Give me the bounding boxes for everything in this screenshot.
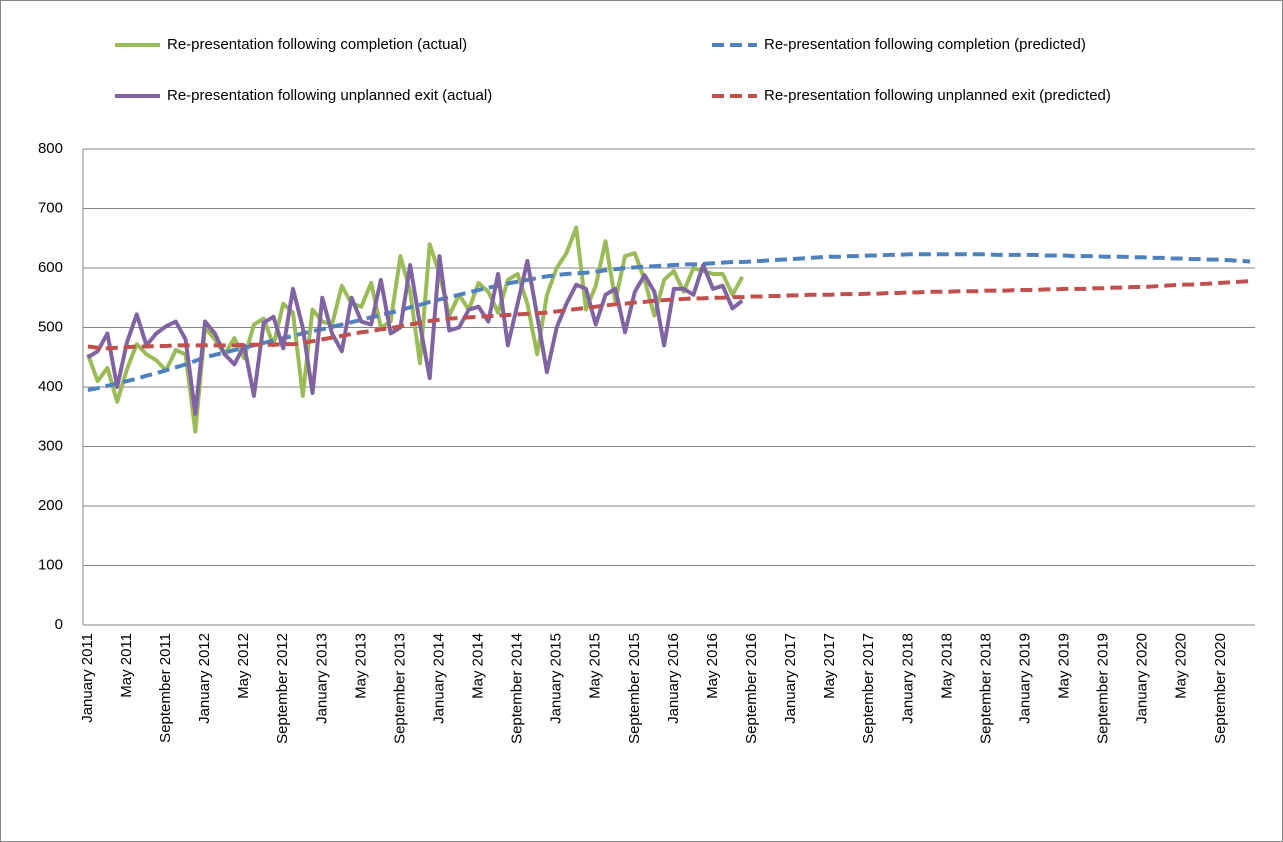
x-tick-label: January 2011 xyxy=(79,633,96,723)
x-tick-label: January 2016 xyxy=(665,633,682,724)
x-tick-label: January 2020 xyxy=(1134,633,1151,724)
y-tick-label: 0 xyxy=(55,616,63,633)
y-tick-label: 400 xyxy=(38,378,63,395)
legend-label: Re-presentation following completion (ac… xyxy=(167,36,467,53)
x-tick-label: May 2015 xyxy=(587,633,604,699)
x-tick-label: September 2013 xyxy=(391,633,408,744)
y-tick-label: 600 xyxy=(38,259,63,276)
x-tick-label: January 2014 xyxy=(430,633,447,724)
y-tick-label: 300 xyxy=(38,437,63,454)
x-tick-label: May 2013 xyxy=(352,633,369,699)
x-tick-label: May 2012 xyxy=(235,633,252,699)
x-tick-label: May 2018 xyxy=(938,633,955,699)
x-tick-label: January 2012 xyxy=(196,633,213,724)
x-tick-label: September 2011 xyxy=(157,633,174,743)
x-tick-label: September 2019 xyxy=(1095,633,1112,744)
legend-label: Re-presentation following completion (pr… xyxy=(764,36,1086,53)
legend-label: Re-presentation following unplanned exit… xyxy=(764,87,1111,104)
y-tick-label: 100 xyxy=(38,556,63,573)
x-tick-label: January 2013 xyxy=(313,633,330,724)
x-tick-label: January 2017 xyxy=(782,633,799,724)
y-tick-label: 500 xyxy=(38,318,63,335)
x-tick-label: May 2011 xyxy=(118,633,135,698)
series-line xyxy=(87,279,1251,351)
x-tick-label: January 2018 xyxy=(899,633,916,724)
legend-label: Re-presentation following unplanned exit… xyxy=(167,87,492,104)
y-tick-label: 800 xyxy=(38,140,63,157)
x-tick-label: May 2019 xyxy=(1056,633,1073,699)
x-tick-label: May 2014 xyxy=(470,633,487,699)
x-tick-label: September 2017 xyxy=(860,633,877,744)
x-tick-label: May 2017 xyxy=(821,633,838,699)
x-tick-label: May 2016 xyxy=(704,633,721,699)
x-tick-label: January 2019 xyxy=(1016,633,1033,724)
x-tick-label: September 2012 xyxy=(274,633,291,744)
series-line xyxy=(86,254,744,416)
x-tick-label: September 2016 xyxy=(743,633,760,744)
y-tick-label: 200 xyxy=(38,497,63,514)
x-tick-label: January 2015 xyxy=(548,633,565,724)
x-tick-label: May 2020 xyxy=(1173,633,1190,699)
x-tick-label: September 2014 xyxy=(509,633,526,744)
x-tick-label: September 2018 xyxy=(977,633,994,744)
x-tick-label: September 2020 xyxy=(1212,633,1229,744)
x-tick-label: September 2015 xyxy=(626,633,643,744)
y-tick-label: 700 xyxy=(38,199,63,216)
